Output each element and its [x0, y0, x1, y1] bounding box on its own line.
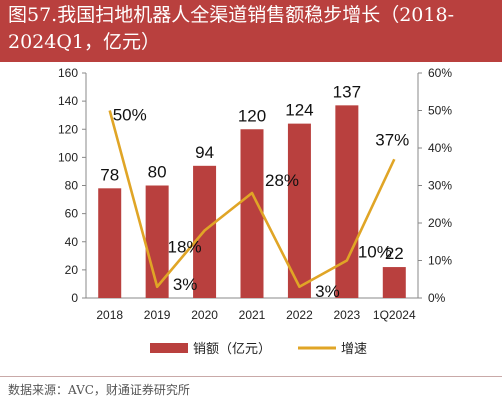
growth-value-label: 37%	[375, 130, 409, 149]
title-bar: 图57.我国扫地机器人全渠道销售额稳步增长（2018-2024Q1，亿元）	[0, 0, 502, 62]
bar-value-label: 124	[285, 101, 313, 120]
bar	[335, 105, 359, 298]
left-tick-label: 0	[71, 291, 78, 305]
left-tick-label: 100	[58, 150, 78, 164]
right-tick-label: 30%	[428, 179, 452, 193]
left-tick-label: 80	[65, 179, 79, 193]
growth-value-label: 28%	[265, 171, 299, 190]
x-tick-label: 2021	[239, 308, 266, 322]
left-tick-label: 40	[65, 235, 79, 249]
growth-value-label: 10%	[358, 243, 392, 262]
bar	[287, 123, 311, 298]
right-tick-label: 0%	[428, 291, 446, 305]
x-tick-label: 2019	[144, 308, 171, 322]
bar-value-label: 22	[385, 244, 404, 263]
left-tick-label: 60	[65, 207, 79, 221]
right-tick-label: 60%	[428, 66, 452, 80]
bar-value-label: 80	[148, 163, 167, 182]
growth-value-label: 3%	[173, 275, 198, 294]
x-tick-label: 2022	[286, 308, 313, 322]
right-tick-label: 50%	[428, 104, 452, 118]
right-tick-label: 10%	[428, 254, 452, 268]
legend-swatch-bar	[150, 343, 188, 353]
bar-value-label: 78	[100, 165, 119, 184]
legend-label-line: 增速	[341, 341, 367, 356]
bar-value-label: 120	[238, 106, 266, 125]
combo-chart: 0 20 40 60 80 100 120 140 160 0% 10% 20% 30% 40% 50% 60…	[58, 66, 452, 356]
x-tick-label: 2018	[96, 308, 123, 322]
bar	[145, 185, 169, 298]
bar-value-label: 137	[333, 82, 361, 101]
bar	[98, 188, 122, 298]
bar-value-label: 94	[195, 143, 214, 162]
chart-area: 0 20 40 60 80 100 120 140 160 0% 10% 20% 30% 40% 50% 60…	[0, 62, 502, 372]
left-tick-label: 140	[58, 94, 78, 108]
growth-value-label: 18%	[168, 238, 202, 257]
source-note: 数据来源：AVC，财通证券研究所	[8, 383, 190, 397]
left-tick-label: 160	[58, 66, 78, 80]
left-tick-label: 120	[58, 122, 78, 136]
left-tick-label: 20	[65, 263, 79, 277]
x-tick-label: 2020	[191, 308, 218, 322]
bar	[382, 267, 406, 298]
bar	[240, 129, 264, 298]
right-tick-label: 20%	[428, 216, 452, 230]
source-divider	[0, 376, 502, 377]
right-tick-label: 40%	[428, 141, 452, 155]
chart-title: 图57.我国扫地机器人全渠道销售额稳步增长（2018-2024Q1，亿元）	[8, 4, 454, 53]
growth-line	[108, 110, 396, 289]
x-tick-label: 2023	[334, 308, 361, 322]
legend-label-bar: 销额（亿元）	[193, 341, 271, 356]
growth-value-label: 50%	[113, 106, 147, 125]
x-tick-label: 1Q2024	[373, 308, 416, 322]
growth-value-label: 3%	[315, 282, 340, 301]
